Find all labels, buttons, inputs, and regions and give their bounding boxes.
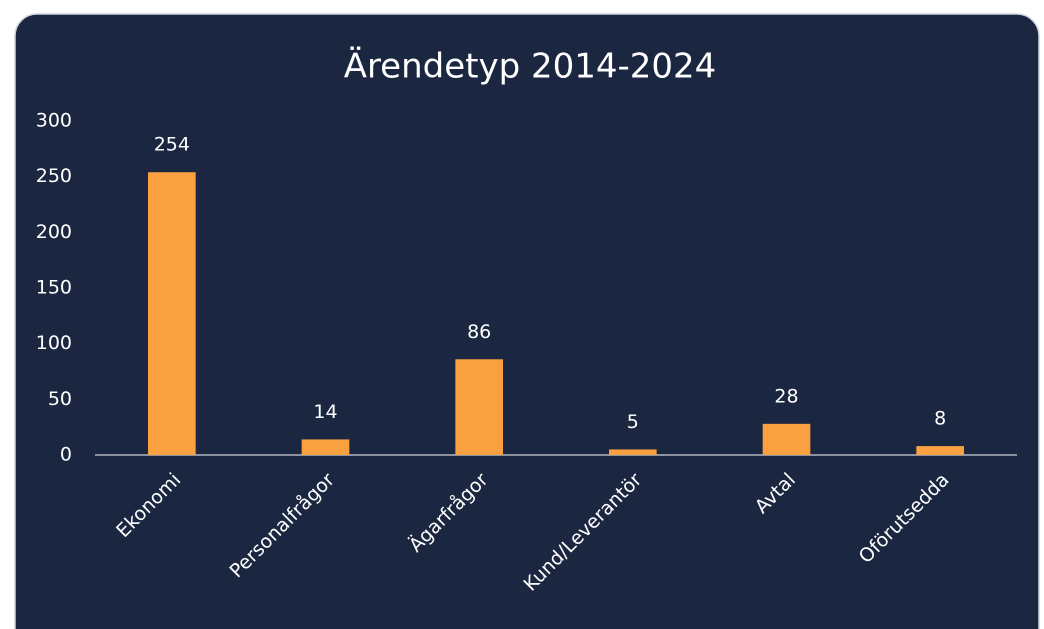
value-label: 5	[627, 411, 639, 433]
bar	[916, 446, 964, 455]
y-tick-label: 0	[60, 444, 72, 466]
value-label: 28	[774, 385, 798, 407]
value-label: 86	[467, 321, 491, 343]
value-label: 14	[313, 401, 337, 423]
bar	[148, 172, 196, 456]
bar	[301, 439, 350, 455]
y-tick-label: 150	[36, 277, 72, 299]
y-tick-label: 300	[36, 110, 72, 132]
value-label: 8	[934, 408, 946, 430]
y-tick-label: 100	[36, 332, 72, 354]
chart-title: Ärendetyp 2014-2024	[344, 47, 717, 87]
y-tick-label: 200	[36, 221, 72, 243]
chart-panel	[14, 13, 1040, 629]
value-label: 254	[154, 134, 190, 156]
bar	[455, 359, 503, 455]
bar	[762, 423, 811, 455]
y-tick-label: 50	[48, 388, 72, 410]
bar	[609, 449, 657, 455]
y-tick-label: 250	[36, 165, 72, 187]
